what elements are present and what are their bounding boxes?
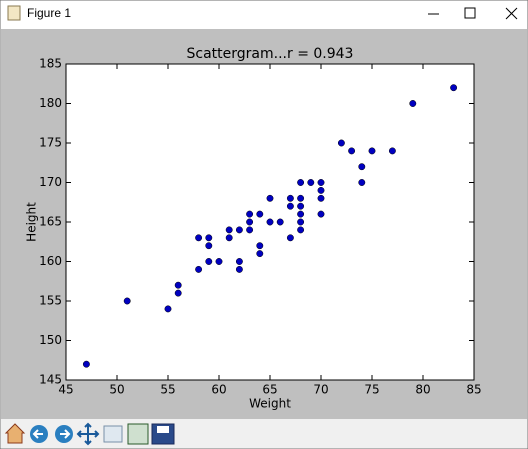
point (164, 305, 172, 313)
point (174, 289, 182, 297)
home-button[interactable] (4, 423, 26, 444)
point (246, 210, 254, 218)
y-tick-label: 165 (39, 215, 62, 229)
point (246, 218, 254, 226)
chart-title: Scattergram...r = 0.943 (187, 46, 354, 62)
point (215, 258, 223, 265)
point (297, 179, 305, 186)
point (317, 179, 325, 186)
y-tick-label: 170 (39, 175, 62, 189)
point (297, 194, 305, 202)
point (256, 250, 264, 258)
axes-frame (65, 63, 475, 381)
point (286, 202, 294, 210)
y-tick-label: 150 (39, 333, 62, 347)
point (358, 179, 366, 186)
point (337, 139, 345, 147)
point (286, 234, 294, 242)
point (235, 265, 243, 273)
forward-arrow (60, 429, 71, 439)
point (123, 297, 131, 305)
point (82, 360, 90, 368)
point (266, 218, 274, 226)
point (235, 258, 243, 265)
y-tick-label: 185 (39, 57, 62, 71)
point (174, 281, 182, 289)
point (297, 210, 305, 218)
toolbar-buttons (4, 422, 175, 446)
y-tick-label: 145 (39, 373, 62, 387)
point (225, 226, 233, 234)
point (286, 194, 294, 202)
x-tick-label: 75 (364, 383, 379, 397)
y-tick-label: 180 (39, 96, 62, 110)
point (317, 210, 325, 218)
back-arrow (32, 429, 43, 439)
point (297, 226, 305, 234)
point (266, 194, 274, 202)
point (235, 226, 243, 234)
point (205, 258, 213, 265)
save-icon-label (157, 426, 169, 433)
subplots-button[interactable] (127, 423, 149, 445)
point (256, 210, 264, 218)
point (450, 84, 458, 92)
point (388, 147, 396, 155)
x-tick-label: 85 (466, 383, 481, 397)
point (195, 265, 203, 273)
x-tick-label: 65 (262, 383, 277, 397)
app-icon (7, 5, 21, 21)
point (246, 226, 254, 234)
point (195, 234, 203, 242)
point (307, 179, 315, 186)
x-tick-label: 60 (211, 383, 226, 397)
x-tick-label: 70 (313, 383, 328, 397)
x-axis-label: Weight (249, 397, 291, 411)
maximize-button[interactable] (464, 7, 476, 19)
point (358, 163, 366, 171)
pan-button[interactable] (76, 422, 100, 446)
point (348, 147, 356, 155)
point (409, 100, 417, 107)
point (276, 218, 284, 226)
point (256, 242, 264, 250)
zoom-button[interactable] (103, 425, 123, 443)
x-tick-label: 45 (58, 383, 73, 397)
window-title: Figure 1 (27, 6, 71, 20)
y-axis-label: Height (25, 202, 39, 242)
close-button[interactable] (505, 7, 518, 20)
point (368, 147, 376, 155)
y-tick-label: 155 (39, 294, 62, 308)
point (297, 202, 305, 210)
plot: 45 50 55 60 65 70 75 80 85 145 150 155 160 165 170 175 1… (39, 57, 482, 397)
x-tick-label: 80 (415, 383, 430, 397)
y-tick-label: 160 (39, 254, 62, 268)
x-tick-label: 55 (160, 383, 175, 397)
x-tick-label: 50 (109, 383, 124, 397)
point (205, 234, 213, 242)
point (205, 242, 213, 250)
y-tick-label: 175 (39, 136, 62, 150)
point (317, 186, 325, 194)
point (317, 194, 325, 202)
point (297, 218, 305, 226)
point (225, 234, 233, 242)
